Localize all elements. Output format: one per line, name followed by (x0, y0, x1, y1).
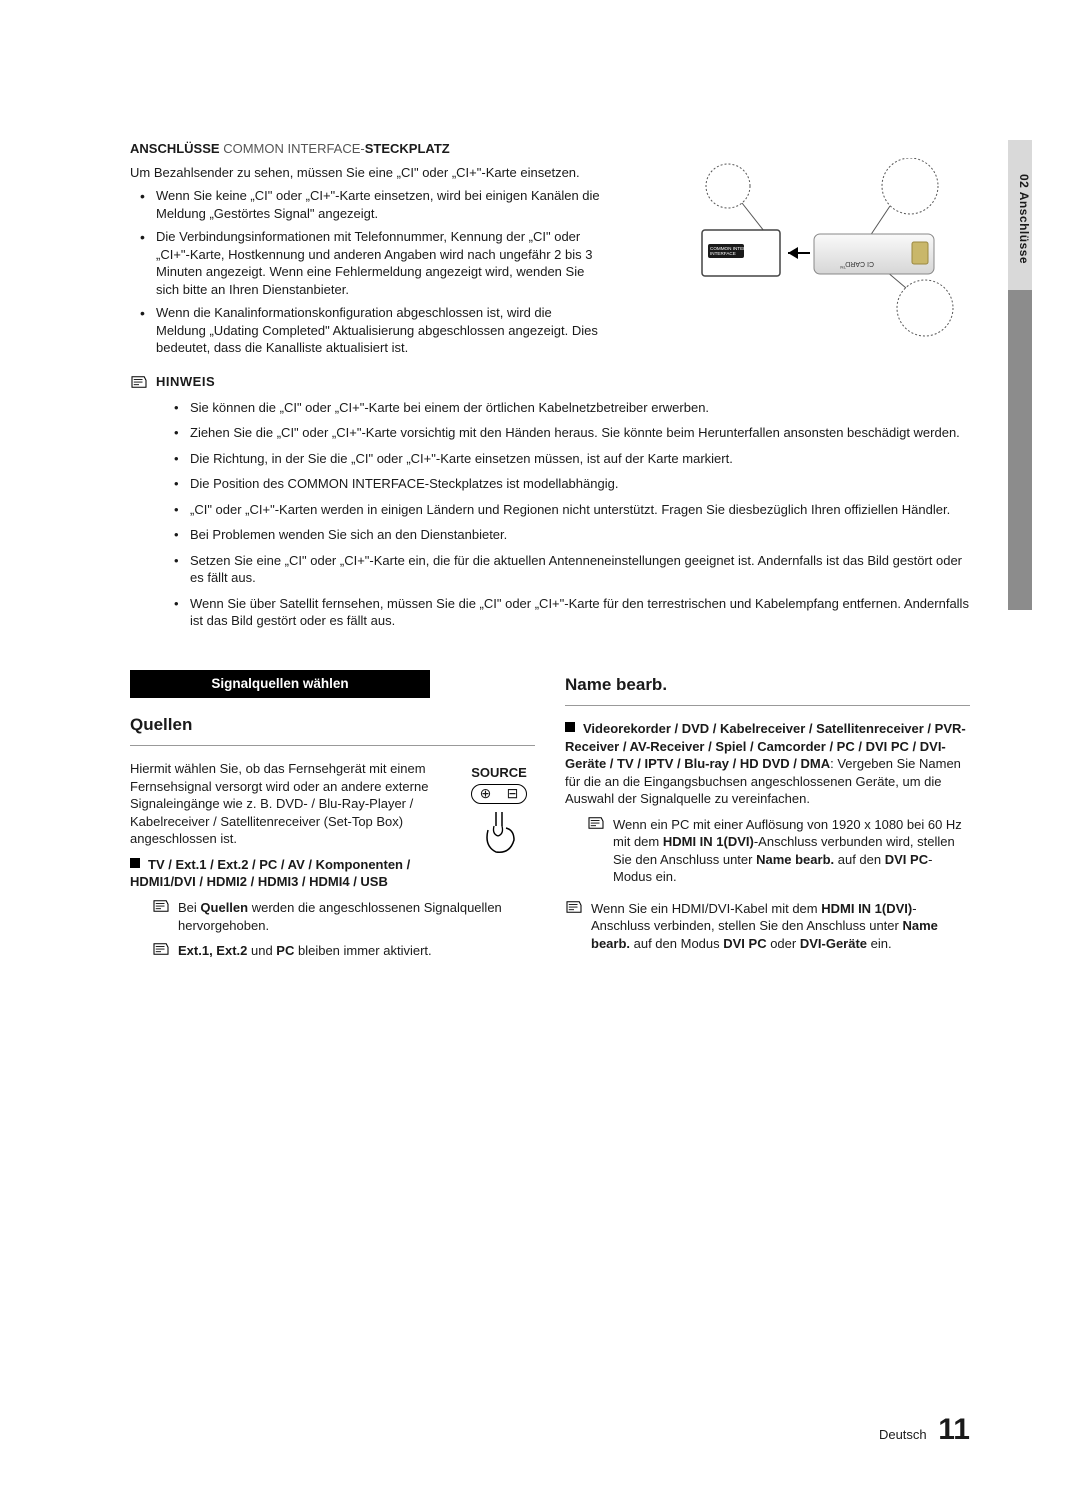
name-bearb-heading: Name bearb. (565, 674, 970, 697)
ci-card-diagram: COMMON INTERFACE INTERFACE CI CARD TM (660, 158, 960, 348)
svg-text:TM: TM (840, 265, 846, 270)
footer-lang: Deutsch (879, 1427, 927, 1442)
side-tab: 02 Anschlüsse (1008, 140, 1032, 290)
note-icon (152, 942, 170, 956)
divider (130, 745, 535, 746)
note-icon (565, 900, 583, 914)
note-text: Ext.1, Ext.2 und PC bleiben immer aktivi… (178, 942, 535, 960)
square-bullet-icon (565, 722, 575, 732)
square-bullet-icon (130, 858, 140, 868)
page-number: 11 (938, 1413, 970, 1446)
note-text: Wenn Sie ein HDMI/DVI-Kabel mit dem HDMI… (591, 900, 970, 953)
source-list: TV / Ext.1 / Ext.2 / PC / AV / Komponent… (130, 856, 535, 891)
list-item: Wenn die Kanalinformationskonfiguration … (156, 304, 600, 357)
list-item: Die Richtung, in der Sie die „CI" oder „… (190, 450, 970, 468)
svg-text:INTERFACE: INTERFACE (710, 251, 736, 256)
quellen-heading: Quellen (130, 714, 535, 737)
list-item: „CI" oder „CI+"-Karten werden in einigen… (190, 501, 970, 519)
list-item: Ziehen Sie die „CI" oder „CI+"-Karte vor… (190, 424, 970, 442)
list-item: Die Verbindungsinformationen mit Telefon… (156, 228, 600, 298)
note-text: Bei Quellen werden die angeschlossenen S… (178, 899, 535, 934)
right-column: Name bearb. Videorekorder / DVD / Kabelr… (565, 670, 970, 968)
source-label: SOURCE (463, 764, 535, 782)
list-item: Wenn Sie keine „CI" oder „CI+"-Karte ein… (156, 187, 600, 222)
source-remote-illustration: SOURCE ⊕⊟ (463, 764, 535, 858)
source-button-icon: ⊕⊟ (471, 784, 527, 804)
list-item: Setzen Sie eine „CI" oder „CI+"-Karte ei… (190, 552, 970, 587)
section-bar: Signalquellen wählen (130, 670, 430, 698)
note-text: Wenn ein PC mit einer Auflösung von 1920… (613, 816, 970, 886)
divider (565, 705, 970, 706)
list-item: Die Position des COMMON INTERFACE-Steckp… (190, 475, 970, 493)
note-icon (130, 375, 148, 389)
list-item: Bei Problemen wenden Sie sich an den Die… (190, 526, 970, 544)
page-footer: Deutsch 11 (879, 1410, 970, 1451)
intro-paragraph: Um Bezahlsender zu sehen, müssen Sie ein… (130, 164, 610, 182)
note-icon (152, 899, 170, 913)
left-column: Signalquellen wählen Quellen SOURCE ⊕⊟ H… (130, 670, 535, 968)
list-item: Sie können die „CI" oder „CI+"-Karte bei… (190, 399, 970, 417)
note-icon (587, 816, 605, 830)
side-strip-decoration (1008, 290, 1032, 610)
list-item: Wenn Sie über Satellit fernsehen, müssen… (190, 595, 970, 630)
device-list: Videorekorder / DVD / Kabelreceiver / Sa… (565, 720, 970, 808)
intro-bullets: Wenn Sie keine „CI" oder „CI+"-Karte ein… (130, 187, 600, 357)
section-heading: ANSCHLÜSSE COMMON INTERFACE-STECKPLATZ (130, 140, 970, 158)
hinweis-bullets: Sie können die „CI" oder „CI+"-Karte bei… (130, 399, 970, 630)
svg-text:CI CARD: CI CARD (845, 260, 874, 267)
hinweis-label: HINWEIS (156, 373, 215, 391)
